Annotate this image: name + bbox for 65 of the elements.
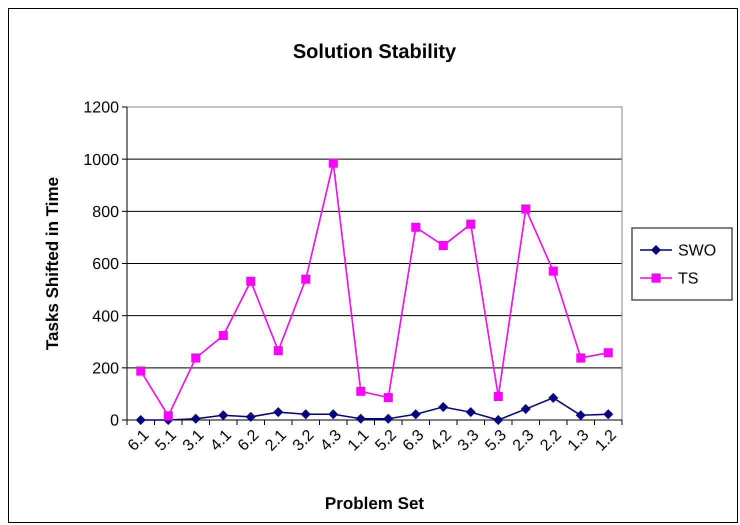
x-tick-label: 6.2	[234, 426, 263, 455]
point	[190, 414, 201, 424]
x-tick-label: 2.2	[537, 426, 566, 455]
y-tick-label: 400	[92, 308, 120, 326]
x-tick-label: 2.3	[510, 426, 538, 455]
point	[520, 404, 531, 414]
point	[603, 409, 614, 420]
point	[438, 402, 448, 412]
point	[576, 353, 586, 362]
point	[356, 386, 366, 396]
point	[493, 415, 504, 425]
x-tick-label: 6.3	[400, 426, 428, 455]
point	[300, 409, 311, 420]
point	[383, 414, 394, 424]
point	[411, 222, 420, 232]
legend-label: SWO	[678, 242, 716, 260]
chart-title: Solution Stability	[292, 41, 458, 63]
y-tick-label: 0	[110, 412, 120, 430]
y-tick-label: 1000	[83, 152, 120, 169]
point	[274, 346, 283, 356]
x-axis-title: Problem Set	[324, 494, 424, 513]
point	[136, 366, 146, 376]
point	[246, 412, 256, 422]
point	[218, 330, 228, 340]
point	[521, 204, 530, 214]
point	[604, 348, 613, 358]
x-tick-label: 4.1	[207, 426, 236, 455]
point	[246, 276, 256, 286]
point	[301, 274, 310, 284]
y-tick-label: 1200	[83, 100, 120, 117]
point	[191, 353, 200, 362]
point	[410, 409, 421, 420]
x-tick-label: 4.2	[427, 426, 456, 455]
point	[548, 266, 558, 276]
x-tick-label: 1.2	[592, 426, 620, 455]
point	[438, 241, 448, 250]
y-axis-title: Tasks Shifted in Time	[43, 176, 62, 350]
point	[576, 410, 586, 420]
point	[356, 414, 366, 424]
x-tick-label: 3.2	[290, 426, 318, 455]
x-tick-label: 5.2	[372, 426, 400, 455]
x-tick-label: 1.3	[564, 426, 593, 455]
point	[328, 158, 338, 168]
point	[136, 415, 146, 425]
x-tick-label: 5.1	[152, 426, 180, 455]
point	[466, 407, 476, 418]
x-tick-label: 4.3	[317, 426, 346, 455]
point	[218, 410, 228, 420]
x-tick-label: 3.1	[180, 426, 208, 455]
point	[548, 392, 558, 403]
legend-label: TS	[678, 270, 698, 288]
y-tick-label: 600	[92, 256, 120, 274]
point	[466, 220, 476, 229]
point	[164, 411, 173, 420]
point	[494, 392, 503, 402]
y-tick-label: 200	[92, 360, 120, 378]
x-tick-label: 5.3	[482, 426, 510, 455]
point	[273, 407, 284, 418]
x-tick-label: 1.1	[344, 426, 373, 455]
x-tick-label: 3.3	[454, 426, 483, 455]
point	[384, 393, 393, 402]
x-tick-label: 6.1	[124, 426, 153, 455]
point	[328, 409, 338, 420]
y-tick-label: 800	[92, 204, 120, 221]
x-tick-label: 2.1	[262, 426, 290, 455]
